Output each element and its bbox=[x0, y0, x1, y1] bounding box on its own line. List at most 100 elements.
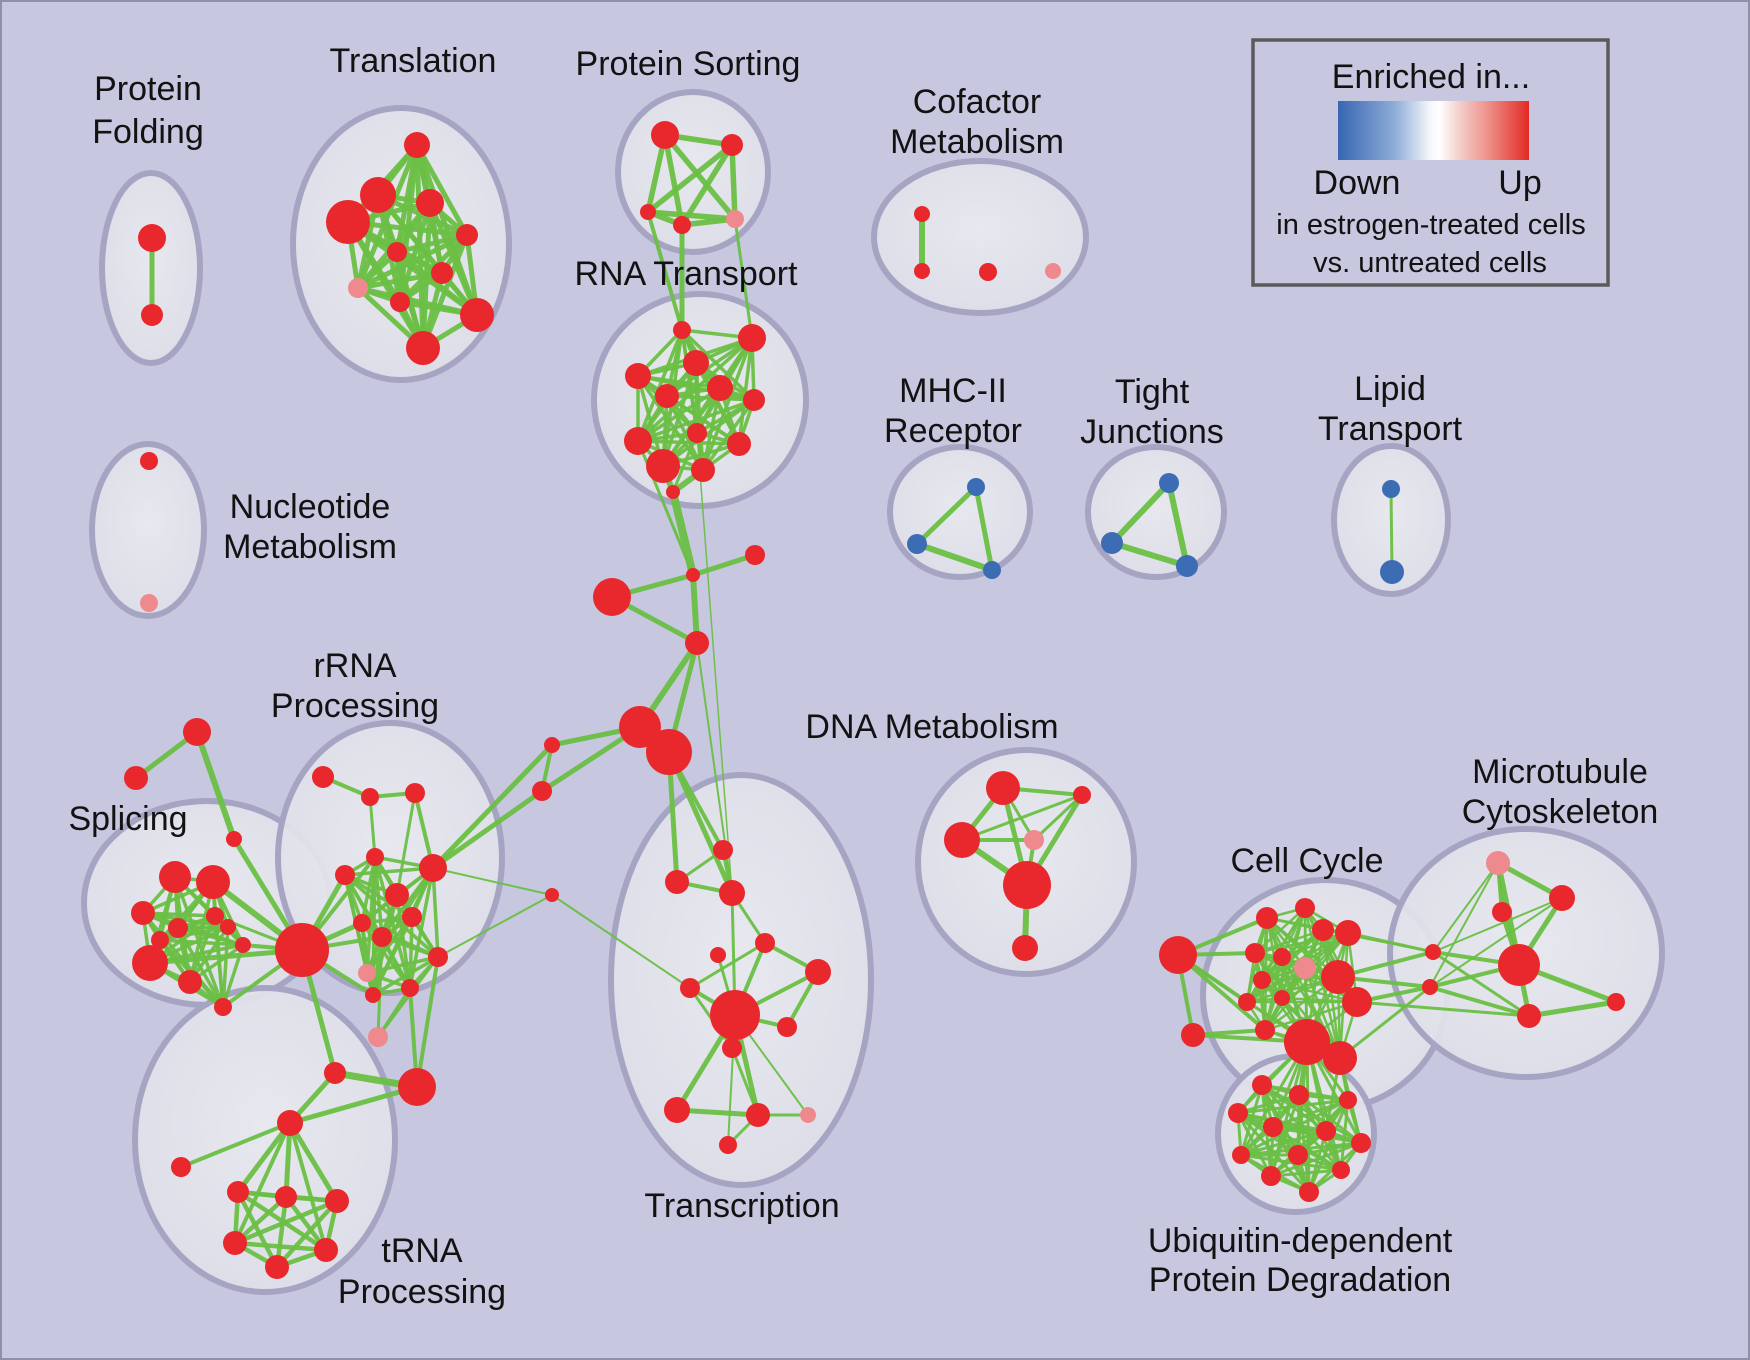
node-sp-7[interactable] bbox=[178, 970, 202, 994]
node-cc-1[interactable] bbox=[1181, 1023, 1205, 1047]
node-rr-0[interactable] bbox=[312, 766, 334, 788]
node-cc-9[interactable] bbox=[1274, 990, 1290, 1006]
node-cc-10[interactable] bbox=[1312, 919, 1334, 941]
node-ps-1[interactable] bbox=[721, 134, 743, 156]
node-dm-0[interactable] bbox=[986, 771, 1020, 805]
node-cc-14[interactable] bbox=[1255, 1020, 1275, 1040]
node-tj-2[interactable] bbox=[1176, 555, 1198, 577]
node-sp-4[interactable] bbox=[206, 907, 224, 925]
node-sp-2[interactable] bbox=[131, 901, 155, 925]
node-tn-0[interactable] bbox=[277, 1110, 303, 1136]
node-rr-18[interactable] bbox=[545, 888, 559, 902]
node-dm-3[interactable] bbox=[1024, 830, 1044, 850]
node-tr-3[interactable] bbox=[326, 200, 370, 244]
node-cc-4[interactable] bbox=[1245, 943, 1265, 963]
node-mt-4[interactable] bbox=[1422, 979, 1438, 995]
node-tn-2[interactable] bbox=[227, 1181, 249, 1203]
node-tj-1[interactable] bbox=[1101, 532, 1123, 554]
node-sp-3[interactable] bbox=[168, 918, 188, 938]
node-rr-15[interactable] bbox=[398, 1068, 436, 1106]
node-rr-8[interactable] bbox=[353, 914, 371, 932]
node-rr-7[interactable] bbox=[402, 907, 422, 927]
node-lt-0[interactable] bbox=[1382, 480, 1400, 498]
node-tx-7[interactable] bbox=[710, 990, 760, 1040]
node-mhc-0[interactable] bbox=[967, 478, 985, 496]
node-tn-3[interactable] bbox=[275, 1186, 297, 1208]
node-sp-1[interactable] bbox=[196, 865, 230, 899]
node-rr-5[interactable] bbox=[385, 883, 409, 907]
node-cc-8[interactable] bbox=[1238, 993, 1256, 1011]
node-ce-2[interactable] bbox=[745, 545, 765, 565]
node-rr-3[interactable] bbox=[366, 848, 384, 866]
node-sp-0[interactable] bbox=[159, 861, 191, 893]
node-rt-4[interactable] bbox=[707, 375, 733, 401]
node-rr-13[interactable] bbox=[365, 987, 381, 1003]
node-cc-5[interactable] bbox=[1273, 948, 1291, 966]
node-mt-1[interactable] bbox=[1549, 885, 1575, 911]
node-ps-3[interactable] bbox=[673, 216, 691, 234]
node-rr-1[interactable] bbox=[361, 788, 379, 806]
node-ce-1[interactable] bbox=[686, 568, 700, 582]
node-ub-6[interactable] bbox=[1351, 1133, 1371, 1153]
node-sp-6[interactable] bbox=[132, 945, 168, 981]
node-rr-16[interactable] bbox=[324, 1062, 346, 1084]
node-ub-10[interactable] bbox=[1261, 1166, 1281, 1186]
node-so-2[interactable] bbox=[226, 831, 242, 847]
node-rt-2[interactable] bbox=[683, 350, 709, 376]
node-tn-1[interactable] bbox=[171, 1157, 191, 1177]
node-tx-0[interactable] bbox=[665, 870, 689, 894]
node-mt-3[interactable] bbox=[1425, 944, 1441, 960]
node-mhc-2[interactable] bbox=[983, 561, 1001, 579]
node-mt-7[interactable] bbox=[1607, 993, 1625, 1011]
node-tj-0[interactable] bbox=[1159, 473, 1179, 493]
node-ce-8[interactable] bbox=[532, 781, 552, 801]
node-rt-8[interactable] bbox=[624, 427, 652, 455]
node-nm-0[interactable] bbox=[140, 452, 158, 470]
node-ce-4[interactable] bbox=[685, 631, 709, 655]
node-ps-2[interactable] bbox=[640, 204, 656, 220]
node-tn-4[interactable] bbox=[325, 1189, 349, 1213]
node-cc-12[interactable] bbox=[1321, 960, 1355, 994]
node-so-1[interactable] bbox=[124, 766, 148, 790]
node-tx-6[interactable] bbox=[680, 978, 700, 998]
node-tr-1[interactable] bbox=[360, 177, 396, 213]
node-tx-4[interactable] bbox=[710, 947, 726, 963]
node-ub-8[interactable] bbox=[1288, 1145, 1308, 1165]
node-pf-0[interactable] bbox=[138, 224, 166, 252]
node-tx-12[interactable] bbox=[800, 1107, 816, 1123]
node-ps-4[interactable] bbox=[726, 210, 744, 228]
node-tr-4[interactable] bbox=[456, 224, 478, 246]
node-tx-11[interactable] bbox=[746, 1103, 770, 1127]
node-ce-7[interactable] bbox=[544, 737, 560, 753]
node-rt-7[interactable] bbox=[687, 423, 707, 443]
node-ub-4[interactable] bbox=[1263, 1117, 1283, 1137]
node-tr-7[interactable] bbox=[348, 278, 368, 298]
node-cc-15[interactable] bbox=[1284, 1019, 1330, 1065]
node-rr-2[interactable] bbox=[405, 783, 425, 803]
node-pf-1[interactable] bbox=[141, 304, 163, 326]
node-rt-6[interactable] bbox=[743, 389, 765, 411]
node-tr-2[interactable] bbox=[416, 189, 444, 217]
node-tn-7[interactable] bbox=[265, 1255, 289, 1279]
node-rt-3[interactable] bbox=[625, 363, 651, 389]
node-rt-1[interactable] bbox=[738, 324, 766, 352]
node-tx-2[interactable] bbox=[719, 880, 745, 906]
node-rr-4[interactable] bbox=[335, 865, 355, 885]
node-cc-7[interactable] bbox=[1253, 971, 1271, 989]
node-ub-3[interactable] bbox=[1228, 1103, 1248, 1123]
node-rr-10[interactable] bbox=[428, 947, 448, 967]
node-cc-13[interactable] bbox=[1342, 987, 1372, 1017]
node-rr-17[interactable] bbox=[368, 1027, 388, 1047]
node-tr-6[interactable] bbox=[431, 262, 453, 284]
node-tx-3[interactable] bbox=[755, 933, 775, 953]
node-dm-5[interactable] bbox=[1012, 935, 1038, 961]
node-rt-5[interactable] bbox=[655, 384, 679, 408]
node-tr-9[interactable] bbox=[460, 298, 494, 332]
node-tn-6[interactable] bbox=[314, 1238, 338, 1262]
node-tr-10[interactable] bbox=[406, 331, 440, 365]
node-rt-9[interactable] bbox=[727, 432, 751, 456]
node-tx-8[interactable] bbox=[777, 1017, 797, 1037]
node-ps-0[interactable] bbox=[651, 121, 679, 149]
node-cc-6[interactable] bbox=[1294, 957, 1316, 979]
node-mt-5[interactable] bbox=[1498, 944, 1540, 986]
